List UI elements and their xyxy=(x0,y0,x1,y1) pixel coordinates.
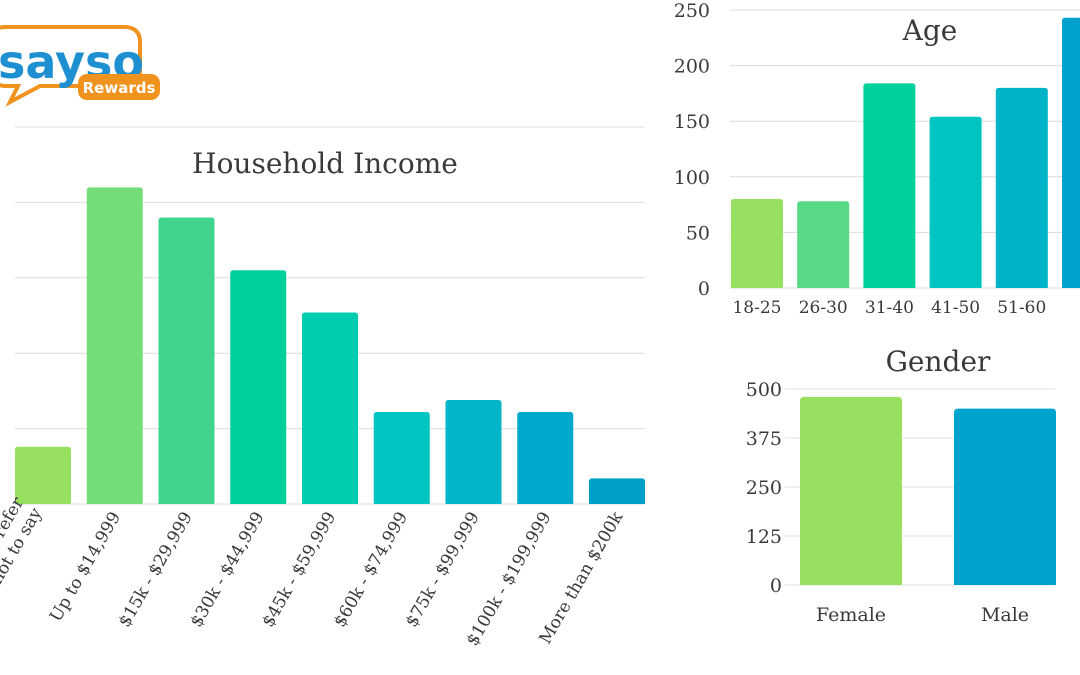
gender-y-tick-label: 375 xyxy=(746,428,782,450)
gender-chart-title: Gender xyxy=(886,345,991,378)
income-x-tick-label: $45k - $59,999 xyxy=(258,509,340,631)
income-bar xyxy=(86,187,143,504)
age-bar xyxy=(863,83,916,288)
age-y-tick-label: 100 xyxy=(674,167,710,189)
gender-x-tick-label: Female xyxy=(816,604,886,626)
age-y-tick-label: 250 xyxy=(674,0,710,22)
sayso-rewards-logo: sayso Rewards xyxy=(0,25,160,107)
gender-y-tick-label: 0 xyxy=(770,575,782,597)
income-x-tick-label-line: $75k - $99,999 xyxy=(402,509,484,631)
age-bar xyxy=(731,199,783,288)
age-y-tick-label: 0 xyxy=(698,278,710,300)
income-x-tick-label-line: Up to $14,999 xyxy=(46,509,125,626)
gender-bar xyxy=(954,408,1056,585)
income-bar xyxy=(589,478,645,504)
gender-y-tick-label: 500 xyxy=(746,379,782,401)
income-x-tick-label: $30k - $44,999 xyxy=(186,509,268,631)
age-x-tick-label: 26-30 xyxy=(799,298,848,318)
age-y-tick-label: 150 xyxy=(674,111,710,133)
income-x-tick-label-line: $15k - $29,999 xyxy=(115,509,197,631)
logo-rewards-text: Rewards xyxy=(83,79,156,97)
age-x-tick-label: 18-25 xyxy=(732,298,781,318)
age-x-tick-label: 31-40 xyxy=(865,298,914,318)
income-x-tick-label-line: $60k - $74,999 xyxy=(330,509,412,631)
gender-y-tick-label: 125 xyxy=(746,526,782,548)
income-x-tick-label: $15k - $29,999 xyxy=(115,509,197,631)
income-x-tick-label-line: $30k - $44,999 xyxy=(186,509,268,631)
logo-rewards-banner xyxy=(78,74,160,100)
age-x-tick-label: 41-50 xyxy=(931,298,980,318)
age-x-tick-label: 51-60 xyxy=(997,298,1046,318)
age-bar xyxy=(929,116,982,288)
age-y-tick-label: 200 xyxy=(674,56,710,78)
income-bar xyxy=(517,412,574,504)
income-bar xyxy=(15,446,71,504)
income-chart-title: Household Income xyxy=(192,147,458,180)
income-x-tick-label: Up to $14,999 xyxy=(46,509,125,626)
gender-bar xyxy=(800,396,902,585)
gender-x-tick-label: Male xyxy=(981,604,1029,626)
age-bar xyxy=(797,201,850,288)
age-bar xyxy=(995,87,1048,288)
gender-y-tick-label: 250 xyxy=(746,477,782,499)
income-bar xyxy=(302,312,358,504)
income-bar xyxy=(230,270,287,504)
income-bar xyxy=(158,217,215,505)
age-chart-title: Age xyxy=(902,14,958,47)
age-y-tick-label: 50 xyxy=(686,222,710,244)
income-x-tick-label-line: $45k - $59,999 xyxy=(258,509,340,631)
income-x-tick-label: $75k - $99,999 xyxy=(402,509,484,631)
age-bar xyxy=(1062,17,1080,288)
age-chart: Age 250 200 150 100 50 0 18-25 26-30 31-40 41-50… xyxy=(674,0,1080,318)
income-x-tick-label: $60k - $74,999 xyxy=(330,509,412,631)
income-bar xyxy=(373,412,430,504)
gender-chart: Gender 500 375 250 125 0 Female Male xyxy=(746,345,1056,626)
income-bar xyxy=(445,399,502,504)
